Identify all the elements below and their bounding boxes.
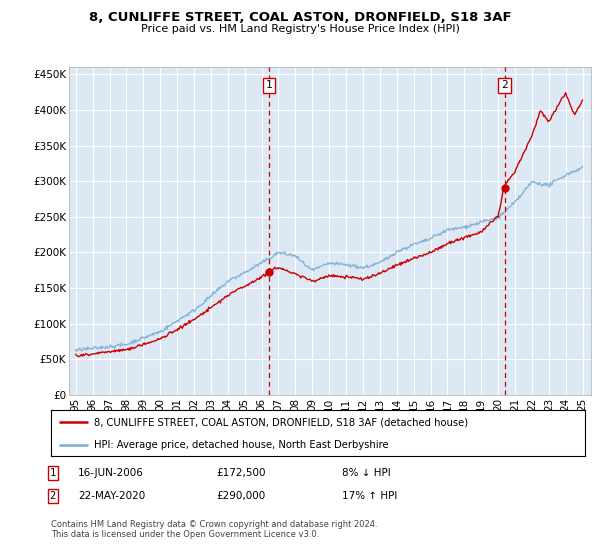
Text: 1: 1 — [266, 80, 272, 90]
Text: Price paid vs. HM Land Registry's House Price Index (HPI): Price paid vs. HM Land Registry's House … — [140, 24, 460, 34]
Text: 8, CUNLIFFE STREET, COAL ASTON, DRONFIELD, S18 3AF: 8, CUNLIFFE STREET, COAL ASTON, DRONFIEL… — [89, 11, 511, 24]
Text: Contains HM Land Registry data © Crown copyright and database right 2024.
This d: Contains HM Land Registry data © Crown c… — [51, 520, 377, 539]
Text: 8, CUNLIFFE STREET, COAL ASTON, DRONFIELD, S18 3AF (detached house): 8, CUNLIFFE STREET, COAL ASTON, DRONFIEL… — [94, 417, 468, 427]
Text: £172,500: £172,500 — [216, 468, 265, 478]
Text: 1: 1 — [50, 468, 56, 478]
Text: 16-JUN-2006: 16-JUN-2006 — [78, 468, 144, 478]
Text: 17% ↑ HPI: 17% ↑ HPI — [342, 491, 397, 501]
Text: HPI: Average price, detached house, North East Derbyshire: HPI: Average price, detached house, Nort… — [94, 440, 388, 450]
Text: 22-MAY-2020: 22-MAY-2020 — [78, 491, 145, 501]
Text: 2: 2 — [50, 491, 56, 501]
Text: 2: 2 — [501, 80, 508, 90]
Text: 8% ↓ HPI: 8% ↓ HPI — [342, 468, 391, 478]
Text: £290,000: £290,000 — [216, 491, 265, 501]
